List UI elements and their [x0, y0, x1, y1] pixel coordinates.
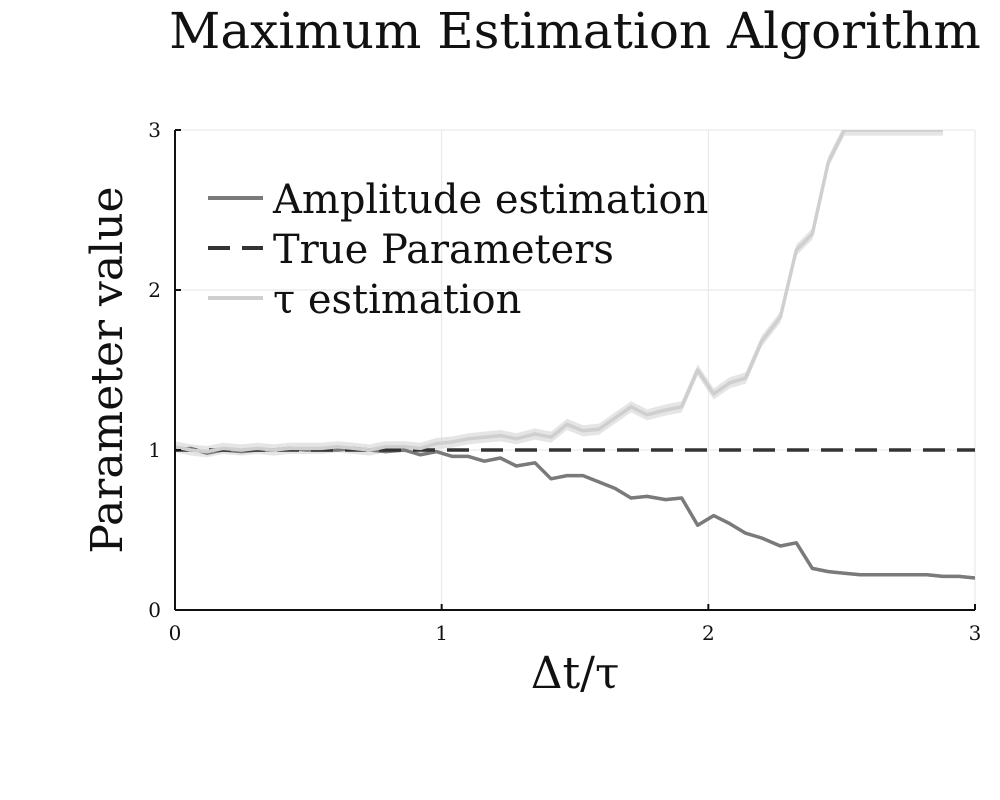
series-line-0 — [175, 446, 975, 580]
x-tick-label-3: 3 — [969, 621, 982, 645]
y-tick-label-3: 3 — [148, 118, 161, 142]
x-tick-label-2: 2 — [702, 621, 715, 645]
y-tick-label-1: 1 — [148, 438, 161, 462]
series-line-2 — [175, 130, 943, 454]
band-series-0 — [175, 446, 975, 580]
x-tick-label-1: 1 — [435, 621, 448, 645]
legend-label-2: τ estimation — [273, 277, 521, 323]
tick-labels: 0 1 2 3 0 1 2 3 — [148, 118, 981, 645]
series-lines — [175, 130, 975, 580]
chart-title: Maximum Estimation Algorithm — [169, 2, 981, 60]
y-tick-label-2: 2 — [148, 278, 161, 302]
legend-label-1: True Parameters — [273, 227, 614, 273]
axes — [174, 129, 976, 611]
x-tick-label-0: 0 — [169, 621, 182, 645]
legend-label-0: Amplitude estimation — [272, 177, 708, 223]
x-axis-label: Δt/τ — [531, 648, 620, 699]
y-tick-label-0: 0 — [148, 598, 161, 622]
y-axis-label: Parameter value — [82, 186, 133, 553]
